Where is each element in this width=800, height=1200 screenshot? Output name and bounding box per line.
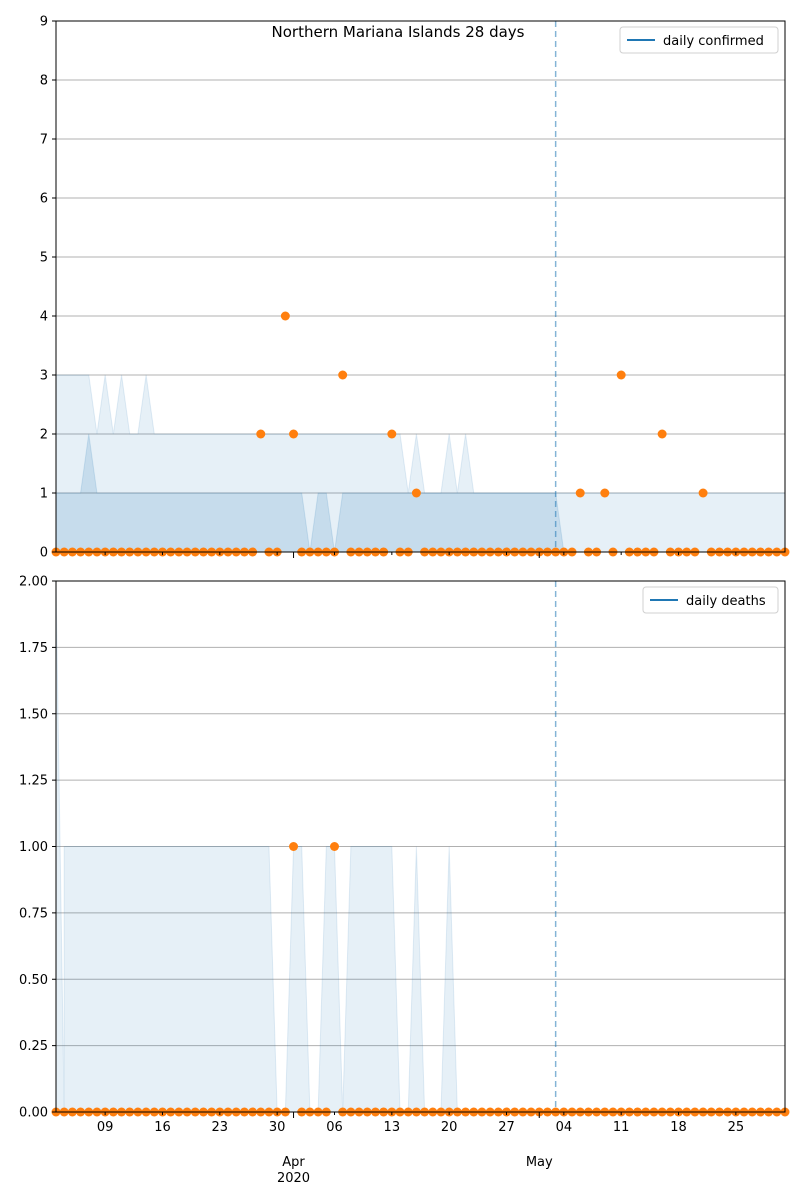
data-point [411, 488, 421, 498]
x-tick-label: 04 [556, 1120, 573, 1135]
data-point [575, 488, 585, 498]
data-point [280, 311, 290, 321]
legend: daily confirmed [619, 26, 779, 54]
y-tick-label: 6 [40, 192, 48, 207]
x-major-tick-label: Apr [282, 1155, 305, 1170]
y-tick-label: 3 [40, 369, 48, 384]
x-year-label: 2020 [277, 1171, 310, 1186]
y-tick-label: 9 [40, 15, 48, 30]
data-point [338, 370, 348, 380]
data-point [657, 429, 667, 439]
data-point [387, 429, 397, 439]
data-point [600, 488, 610, 498]
chart-panel-1: 0 1 2 3 4 5 6 7 8 9 Northern Mariana Islands 28 da… [40, 15, 790, 561]
x-major-tick-label: May [526, 1155, 553, 1170]
y-tick-label: 0.75 [19, 906, 48, 921]
y-tick-label: 7 [40, 133, 48, 148]
chart-title: Northern Mariana Islands 28 days [272, 23, 525, 41]
y-tick-label: 0.50 [19, 973, 48, 988]
x-tick-label: 23 [212, 1120, 229, 1135]
legend-box [642, 586, 779, 614]
y-tick-label: 1.50 [19, 707, 48, 722]
data-point [289, 429, 299, 439]
y-tick-label: 0 [40, 546, 48, 561]
y-tick-label: 4 [40, 310, 48, 325]
x-tick-label: 09 [97, 1120, 114, 1135]
x-tick-label: 13 [384, 1120, 401, 1135]
x-tick-label: 27 [498, 1120, 515, 1135]
data-point [256, 429, 266, 439]
y-tick-label: 1 [40, 487, 48, 502]
y-tick-label: 0.00 [19, 1106, 48, 1121]
x-tick-label: 25 [728, 1120, 745, 1135]
y-tick-label: 0.25 [19, 1039, 48, 1054]
data-point [616, 370, 626, 380]
x-tick-label: 06 [326, 1120, 343, 1135]
y-tick-label: 1.00 [19, 840, 48, 855]
chart-panel-2: 0.00 0.25 0.50 0.75 1.00 1.25 1.50 1.75 2.00 09 16… [19, 575, 790, 1186]
x-tick-label: 30 [269, 1120, 286, 1135]
legend-box [619, 26, 779, 54]
legend: daily deaths [642, 586, 779, 614]
x-tick-label: 18 [670, 1120, 687, 1135]
data-point [289, 842, 299, 851]
y-tick-label: 5 [40, 251, 48, 266]
legend-label: daily deaths [686, 594, 766, 609]
legend-label: daily confirmed [663, 34, 764, 49]
x-tick-label: 16 [154, 1120, 171, 1135]
data-point [698, 488, 708, 498]
y-tick-label: 2.00 [19, 575, 48, 590]
y-tick-label: 1.25 [19, 774, 48, 789]
x-tick-label: 20 [441, 1120, 458, 1135]
x-tick-label: 11 [613, 1120, 630, 1135]
y-tick-label: 2 [40, 428, 48, 443]
data-point [329, 842, 339, 851]
y-tick-label: 8 [40, 74, 48, 89]
y-tick-label: 1.75 [19, 641, 48, 656]
plot-frame [55, 20, 786, 553]
